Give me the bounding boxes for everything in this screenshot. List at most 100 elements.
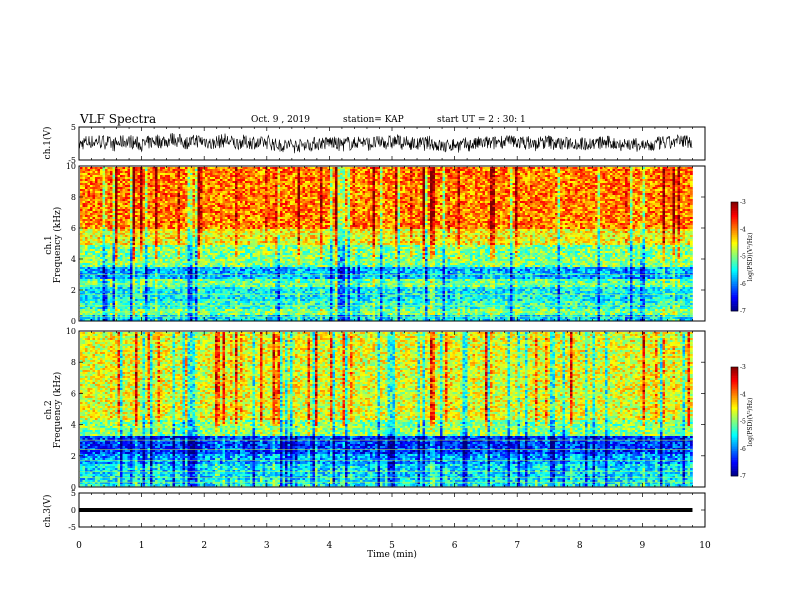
spectrogram-cell [145,171,148,173]
spectrogram-cell [88,215,91,217]
spectrogram-cell [120,239,123,241]
spectrogram-cell [125,279,128,281]
spectrogram-cell [163,197,166,199]
spectrogram-cell [150,203,153,205]
spectrogram-cell [125,203,128,205]
spectrogram-cell [115,287,118,289]
spectrogram-cell [120,307,123,309]
spectrogram-cell [138,169,141,171]
spectrogram-cell [135,199,138,201]
spectrogram-cell [133,313,136,315]
spectrogram-cell [190,185,193,187]
spectrogram-cell [170,269,173,271]
spectrogram-cell [95,269,98,271]
spectrogram-cell [103,259,106,261]
spectrogram-cell [148,225,151,227]
spectrogram-cell [125,249,128,251]
spectrogram-cell [133,247,136,249]
spectrogram-cell [133,201,136,203]
spectrogram-cell [103,225,106,227]
spectrogram-cell [193,307,196,309]
spectrogram-cell [90,199,93,201]
spectrogram-cell [195,221,198,223]
spectrogram-cell [135,211,138,213]
spectrogram-cell [185,239,188,241]
spectrogram-cell [128,213,131,215]
spectrogram-cell [83,241,86,243]
spectrogram-cell [155,227,158,229]
spectrogram-cell [185,171,188,173]
spectrogram-cell [155,303,158,305]
spectrogram-cell [123,237,126,239]
spectrogram-cell [195,203,198,205]
spectrogram-cell [163,255,166,257]
spectrogram-cell [143,301,146,303]
ch1-waveform-panel: 5-5 [68,123,705,165]
spectrogram-cell [95,215,98,217]
spectrogram-cell [138,193,141,195]
spectrogram-cell [108,269,111,271]
spectrogram-cell [153,191,156,193]
spectrogram-cell [110,255,113,257]
spectrogram-cell [98,187,101,189]
spectrogram-cell [90,269,93,271]
spectrogram-cell [190,169,193,171]
spectrogram-cell [85,297,88,299]
spectrogram-cell [175,241,178,243]
spectrogram-cell [105,309,108,311]
spectrogram-cell [175,277,178,279]
spectrogram-cell [160,285,163,287]
spectrogram-cell [175,259,178,261]
spectrogram-cell [168,297,171,299]
spectrogram-cell [190,219,193,221]
spectrogram-cell [175,181,178,183]
spectrogram-cell [148,287,151,289]
spectrogram-cell [158,265,161,267]
spectrogram-cell [133,223,136,225]
spectrogram-cell [138,247,141,249]
spectrogram-cell [185,255,188,257]
spectrogram-cell [185,169,188,171]
spectrogram-cell [148,253,151,255]
spectrogram-cell [80,297,83,299]
spectrogram-cell [120,189,123,191]
spectrogram-cell [148,279,151,281]
spectrogram-cell [115,189,118,191]
spectrogram-cell [88,195,91,197]
spectrogram-cell [83,247,86,249]
spectrogram-cell [140,227,143,229]
spectrogram-cell [93,187,96,189]
spectrogram-cell [95,199,98,201]
spectrogram-cell [155,215,158,217]
spectrogram-cell [100,309,103,311]
spectrogram-cell [130,263,133,265]
spectrogram-cell [145,221,148,223]
spectrogram-cell [183,213,186,215]
spectrogram-cell [125,301,128,303]
spectrogram-cell [173,229,176,231]
spectrogram-cell [165,223,168,225]
spectrogram-cell [130,173,133,175]
spectrogram-cell [123,285,126,287]
spectrogram-cell [83,287,86,289]
spectrogram-cell [138,215,141,217]
spectrogram-cell [85,177,88,179]
spectrogram-cell [153,171,156,173]
spectrogram-cell [98,167,101,169]
spectrogram-cell [138,245,141,247]
spectrogram-cell [155,265,158,267]
spectrogram-cell [80,271,83,273]
spectrogram-cell [133,169,136,171]
spectrogram-cell [83,263,86,265]
spectrogram-cell [93,193,96,195]
spectrogram-cell [180,219,183,221]
spectrogram-cell [130,187,133,189]
spectrogram-cell [170,239,173,241]
spectrogram-cell [178,277,181,279]
spectrogram-cell [148,309,151,311]
spectrogram-cell [105,217,108,219]
spectrogram-cell [110,299,113,301]
spectrogram-cell [140,235,143,237]
spectrogram-cell [135,195,138,197]
spectrogram-cell [188,183,191,185]
